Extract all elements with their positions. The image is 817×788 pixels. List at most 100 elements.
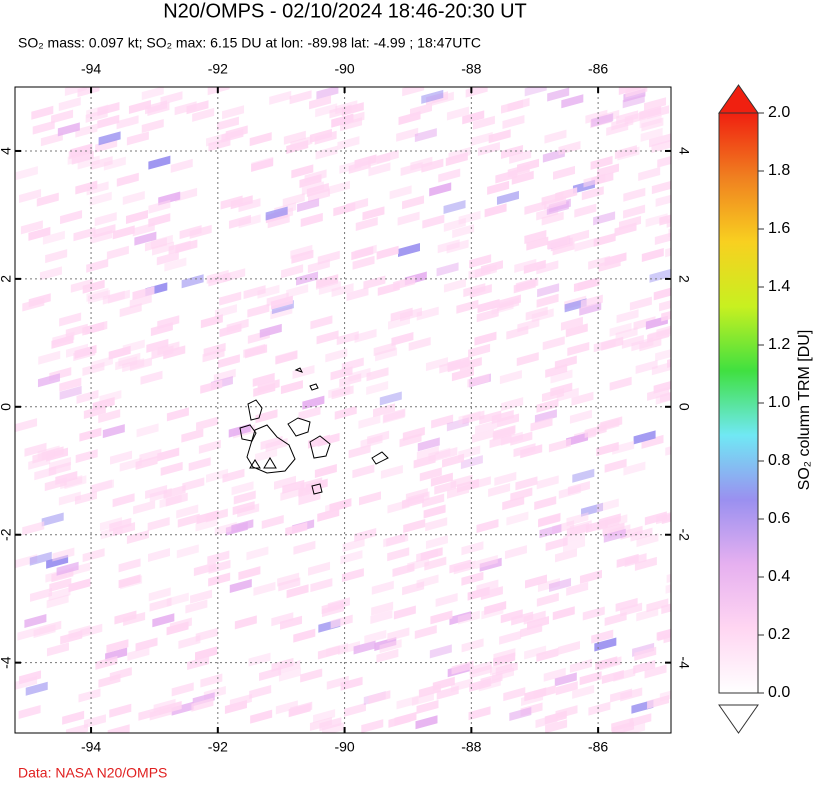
so2-pixel: [609, 322, 632, 337]
so2-pixel: [397, 211, 420, 226]
so2-pixel: [561, 94, 584, 109]
so2-pixel: [348, 444, 371, 459]
so2-pixel: [315, 145, 338, 160]
so2-pixel: [109, 517, 132, 532]
so2-pixel: [425, 517, 448, 532]
so2-pixel: [265, 437, 288, 452]
so2-pixel: [346, 287, 369, 302]
so2-pixel: [182, 477, 205, 492]
so2-pixel: [277, 572, 300, 587]
so2-pixel: [255, 448, 278, 463]
so2-pixel: [633, 316, 656, 331]
so2-pixel: [493, 652, 516, 667]
so2-pixel: [91, 479, 114, 494]
so2-pixel: [147, 101, 170, 116]
so2-pixel: [363, 275, 386, 290]
so2-pixel: [118, 558, 141, 573]
so2-pixel: [476, 519, 499, 534]
so2-pixel: [85, 320, 108, 335]
so2-pixel: [373, 342, 396, 357]
so2-pixel: [145, 485, 168, 500]
so2-pixel: [46, 594, 69, 609]
y-tick-label-left: 2: [0, 275, 14, 283]
so2-pixel: [166, 592, 189, 607]
so2-pixel: [655, 392, 671, 405]
so2-pixel: [469, 254, 492, 269]
so2-pixel: [273, 475, 296, 490]
so2-pixel: [166, 407, 189, 422]
so2-pixel: [62, 710, 85, 725]
so2-pixel: [354, 244, 377, 259]
so2-pixel: [431, 91, 454, 106]
colorbar-tick-label: 1.8: [768, 162, 790, 179]
y-tick-label-left: 0: [0, 403, 14, 411]
so2-pixel: [547, 87, 570, 102]
so2-pixel: [552, 606, 575, 621]
x-tick-label-bottom: -92: [208, 739, 228, 755]
so2-pixel: [118, 574, 141, 589]
so2-pixel: [340, 550, 363, 565]
so2-pixel: [665, 247, 671, 258]
so2-pixel: [70, 143, 93, 158]
so2-pixel: [116, 115, 139, 130]
y-tick-label-right: 2: [676, 275, 692, 283]
so2-pixel: [148, 155, 171, 170]
so2-pixel: [337, 136, 360, 151]
so2-pixel: [408, 337, 431, 352]
so2-pixel: [261, 515, 284, 530]
so2-pixel: [192, 107, 215, 122]
so2-pixel: [459, 357, 482, 372]
so2-pixel: [565, 323, 588, 338]
so2-pixel: [108, 345, 131, 360]
so2-pixel: [574, 203, 597, 218]
so2-pixel: [623, 461, 646, 476]
so2-pixel: [563, 530, 586, 545]
grid: [15, 87, 671, 733]
so2-pixel: [196, 416, 219, 431]
so2-pixel: [368, 162, 391, 177]
so2-pixel: [533, 685, 556, 700]
so2-pixel: [282, 479, 305, 494]
so2-pixel: [259, 323, 282, 338]
so2-pixel: [495, 169, 518, 184]
coastlines: [239, 367, 389, 495]
so2-pixel: [535, 714, 558, 729]
so2-pixel: [57, 122, 80, 137]
so2-pixel: [370, 609, 393, 624]
so2-pixel: [361, 719, 384, 733]
so2-pixel: [449, 559, 472, 574]
so2-pixel: [228, 214, 251, 229]
so2-pixel: [231, 519, 254, 534]
so2-pixel: [558, 484, 581, 499]
so2-pixel: [557, 641, 580, 656]
x-tick-label-bottom: -88: [461, 739, 481, 755]
so2-pixel: [149, 597, 172, 612]
so2-pixel: [641, 117, 664, 132]
tick-mark: [90, 87, 93, 93]
so2-pixel: [326, 675, 349, 690]
so2-pixel: [452, 224, 475, 239]
so2-pixel: [302, 395, 325, 410]
so2-pixel: [88, 289, 111, 304]
so2-pixel: [488, 483, 511, 498]
so2-pixel: [152, 613, 175, 628]
so2-pixel: [354, 328, 377, 343]
so2-pixel: [148, 199, 171, 214]
so2-pixel: [511, 170, 534, 185]
so2-pixel: [129, 294, 152, 309]
so2-pixel: [314, 464, 337, 479]
so2-pixel: [445, 152, 468, 167]
so2-pixel: [326, 642, 349, 657]
tick-mark: [15, 405, 21, 408]
so2-pixel: [501, 99, 524, 114]
so2-pixel: [543, 667, 566, 682]
colorbar-max-arrow: [718, 84, 759, 114]
so2-pixel: [141, 119, 164, 134]
so2-pixel: [467, 373, 490, 388]
so2-pixel: [102, 290, 125, 305]
tick-mark: [597, 727, 600, 733]
so2-pixel: [429, 644, 452, 659]
so2-pixel: [504, 545, 527, 560]
so2-pixel: [666, 573, 671, 584]
so2-pixel: [122, 190, 145, 205]
